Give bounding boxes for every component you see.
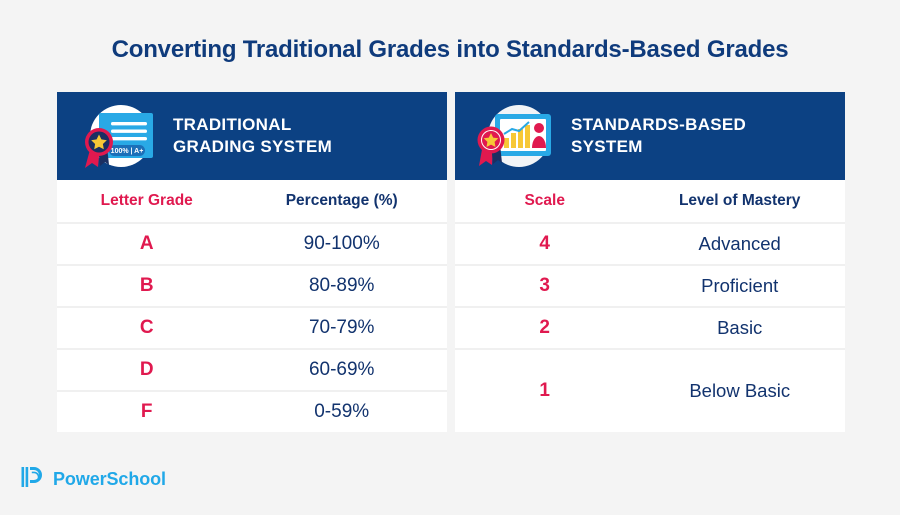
cell-percentage: 90-100% (303, 233, 380, 254)
table-row: 1 Below Basic (455, 350, 845, 432)
cell-percentage: 80-89% (308, 275, 375, 296)
table-row: 2 Basic (455, 308, 845, 350)
comparison-tables: 100% | A+ TRADITIONAL GRADING SYSTEM Let… (57, 92, 845, 432)
table-row: C 70-79% (57, 308, 447, 350)
cell-scale: 2 (539, 317, 550, 338)
cell-letter-grade: D (139, 359, 154, 380)
table-row: 3 Proficient (455, 266, 845, 308)
cell-mastery: Advanced (698, 233, 781, 254)
cell-mastery: Basic (717, 317, 763, 338)
panel-title-line-1: TRADITIONAL (173, 114, 292, 134)
svg-text:100% | A+: 100% | A+ (111, 148, 144, 155)
panel-title-line-1: STANDARDS-BASED (571, 114, 747, 134)
panel-standards-based: STANDARDS-BASED SYSTEM Scale Level of Ma… (455, 92, 845, 432)
cell-letter-grade: C (139, 317, 154, 338)
powerschool-wordmark: PowerSchool (53, 469, 166, 489)
table-row: A 90-100% (57, 224, 447, 266)
panel-header-standards: STANDARDS-BASED SYSTEM (455, 92, 845, 180)
cell-scale: 1 (539, 380, 550, 401)
table-body-traditional: A 90-100% B 80-89% C 70-79% D 60-69% F 0… (57, 224, 447, 432)
cell-mastery: Below Basic (689, 380, 791, 401)
panel-title-standards: STANDARDS-BASED SYSTEM (571, 114, 746, 159)
cell-percentage: 0-59% (314, 401, 370, 422)
panel-title-line-2: GRADING SYSTEM (173, 137, 333, 156)
cell-percentage: 60-69% (308, 359, 375, 380)
column-header-letter-grade: Letter Grade (100, 192, 193, 209)
cell-scale: 4 (539, 233, 550, 254)
column-header-percentage: Percentage (%) (285, 192, 398, 209)
column-header-row-traditional: Letter Grade Percentage (%) (57, 180, 447, 224)
cell-letter-grade: A (139, 233, 154, 254)
panel-header-traditional: 100% | A+ TRADITIONAL GRADING SYSTEM (57, 92, 447, 180)
cell-mastery: Proficient (701, 275, 779, 296)
page-title: Converting Traditional Grades into Stand… (111, 36, 789, 63)
bar-chart-presentation-icon (469, 100, 565, 172)
table-row: D 60-69% (57, 350, 447, 392)
panel-traditional-grading: 100% | A+ TRADITIONAL GRADING SYSTEM Let… (57, 92, 447, 432)
certificate-award-icon: 100% | A+ (71, 100, 167, 172)
cell-percentage: 70-79% (308, 317, 375, 338)
column-header-row-standards: Scale Level of Mastery (455, 180, 845, 224)
panel-title-traditional: TRADITIONAL GRADING SYSTEM (173, 114, 332, 159)
powerschool-p-logo (20, 464, 46, 495)
table-row: 4 Advanced (455, 224, 845, 266)
column-header-scale: Scale (524, 192, 565, 209)
column-header-level-of-mastery: Level of Mastery (678, 192, 801, 209)
cell-letter-grade: B (139, 275, 154, 296)
table-row: B 80-89% (57, 266, 447, 308)
table-row: F 0-59% (57, 392, 447, 432)
table-body-standards: 4 Advanced 3 Proficient 2 Basic 1 Below … (455, 224, 845, 432)
footer-logo: PowerSchool (20, 464, 166, 495)
cell-scale: 3 (539, 275, 550, 296)
cell-letter-grade: F (140, 401, 153, 422)
panel-title-line-2: SYSTEM (571, 137, 643, 156)
